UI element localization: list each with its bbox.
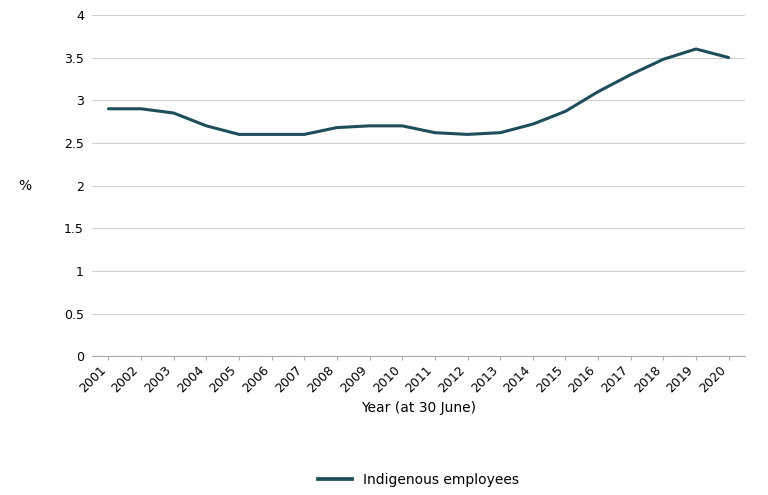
Y-axis label: %: % <box>18 179 31 193</box>
Legend: Indigenous employees: Indigenous employees <box>312 468 525 493</box>
X-axis label: Year (at 30 June): Year (at 30 June) <box>361 400 476 415</box>
